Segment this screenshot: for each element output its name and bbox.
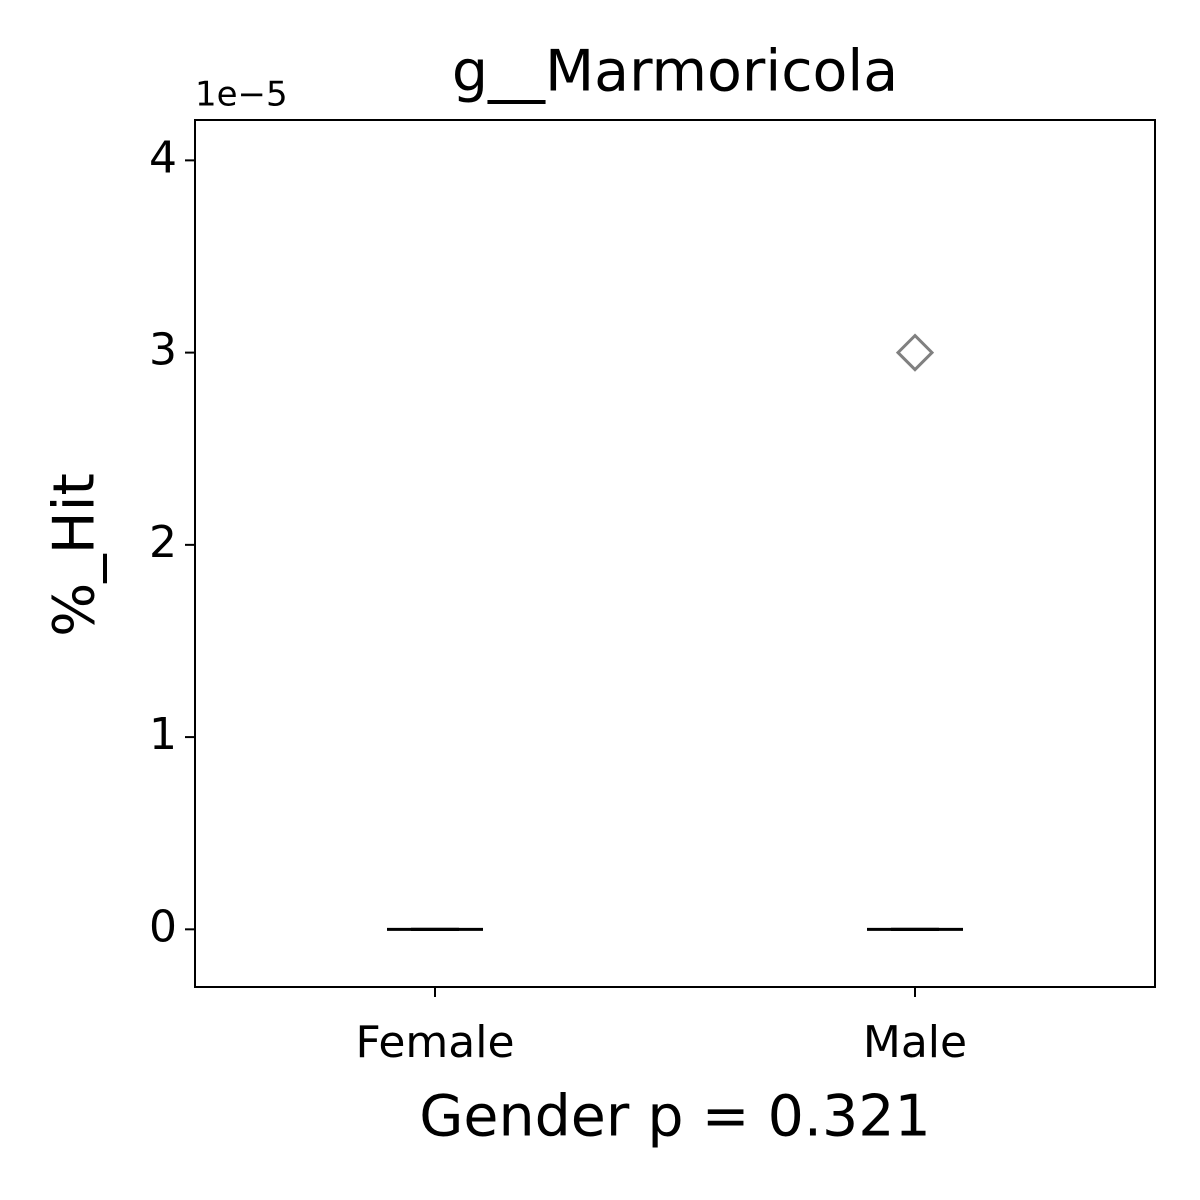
y-tick-label: 4: [149, 132, 177, 183]
chart-title: g__Marmoricola: [452, 39, 898, 105]
outlier: [895, 333, 935, 372]
x-axis-label: Gender p = 0.321: [419, 1084, 931, 1150]
x-tick-label: Female: [355, 1017, 514, 1068]
y-tick-label: 2: [149, 517, 177, 568]
y-offset-label: 1e−5: [195, 75, 288, 115]
y-tick-label: 3: [149, 325, 177, 376]
y-tick-label: 0: [149, 901, 177, 952]
x-tick-label: Male: [863, 1017, 967, 1068]
y-axis-label: %_Hit: [42, 473, 108, 637]
y-tick-label: 1: [149, 709, 177, 760]
plot-frame: [194, 119, 1156, 988]
